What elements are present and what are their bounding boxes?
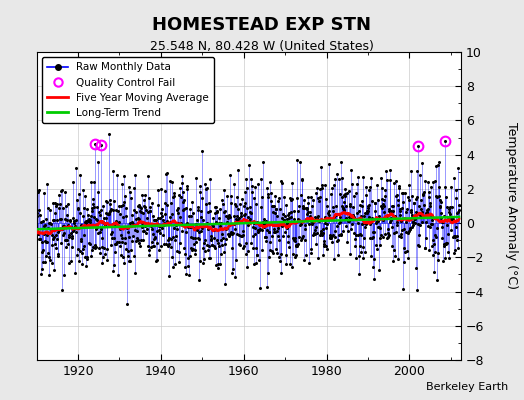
Legend: Raw Monthly Data, Quality Control Fail, Five Year Moving Average, Long-Term Tren: Raw Monthly Data, Quality Control Fail, …: [42, 57, 214, 123]
Text: HOMESTEAD EXP STN: HOMESTEAD EXP STN: [152, 16, 372, 34]
Y-axis label: Temperature Anomaly (°C): Temperature Anomaly (°C): [505, 122, 518, 290]
Text: 25.548 N, 80.428 W (United States): 25.548 N, 80.428 W (United States): [150, 40, 374, 53]
Text: Berkeley Earth: Berkeley Earth: [426, 382, 508, 392]
